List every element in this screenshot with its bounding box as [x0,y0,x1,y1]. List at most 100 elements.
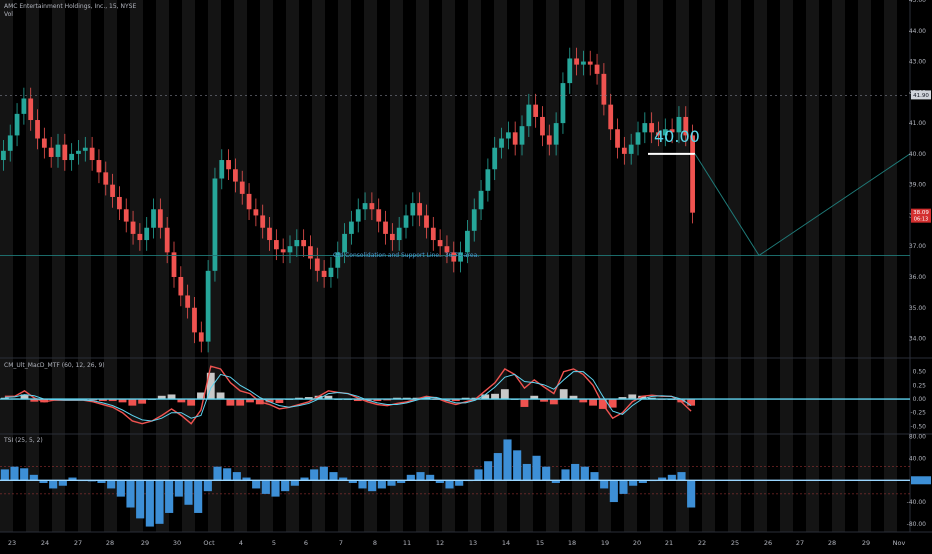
candle-body[interactable] [151,209,156,228]
tsi-bar[interactable] [387,480,396,486]
candle-body[interactable] [267,227,272,241]
candle-body[interactable] [574,58,579,65]
tsi-bar[interactable] [677,472,686,481]
tsi-pane[interactable] [0,439,910,527]
tsi-bar[interactable] [474,469,483,481]
candle-body[interactable] [273,240,279,250]
candle-body[interactable] [117,196,122,210]
candle-body[interactable] [328,267,334,277]
candle-body[interactable] [212,178,218,271]
candle-body[interactable] [369,203,375,210]
tsi-bar[interactable] [155,480,164,524]
candle-body[interactable] [96,160,102,173]
tsi-bar[interactable] [107,480,116,489]
tsi-bar[interactable] [223,468,232,481]
candle-body[interactable] [683,116,689,136]
tsi-bar[interactable] [10,466,19,481]
candle-body[interactable] [349,221,354,234]
candle-body[interactable] [226,160,231,170]
candle-body[interactable] [110,184,115,197]
candle-body[interactable] [301,240,307,247]
candle-body[interactable] [239,181,245,194]
candle-body[interactable] [260,215,266,228]
candle-body[interactable] [410,203,416,216]
tsi-bar[interactable] [136,480,145,519]
candle-body[interactable] [314,258,320,271]
macd-pane[interactable] [0,365,910,425]
candle-body[interactable] [35,120,40,139]
candle-body[interactable] [383,221,388,234]
candle-body[interactable] [28,98,34,121]
candle-body[interactable] [362,203,368,210]
candle-body[interactable] [587,61,593,65]
tsi-bar[interactable] [97,480,106,483]
tsi-bar[interactable] [213,466,222,481]
candle-body[interactable] [642,123,648,133]
tsi-bar[interactable] [252,480,261,489]
candle-body[interactable] [533,104,539,117]
candle-body[interactable] [492,147,498,170]
candle-body[interactable] [144,227,150,241]
tsi-bar[interactable] [20,468,29,481]
tsi-bar[interactable] [68,477,77,481]
candle-body[interactable] [294,240,300,247]
tsi-bar[interactable] [242,477,251,481]
candle-body[interactable] [76,150,81,154]
candle-body[interactable] [635,132,641,145]
candle-body[interactable] [403,215,409,228]
candle-body[interactable] [41,138,47,148]
tsi-bar[interactable] [406,474,415,481]
candle-body[interactable] [519,126,525,145]
candle-body[interactable] [7,135,13,151]
candle-body[interactable] [471,209,477,231]
tsi-bar[interactable] [600,480,609,489]
tsi-bar[interactable] [619,480,628,494]
candle-body[interactable] [308,246,313,259]
candle-body[interactable] [48,147,54,157]
candle-body[interactable] [335,252,341,268]
candle-body[interactable] [608,104,614,130]
tsi-bar[interactable] [629,480,638,486]
tsi-bar[interactable] [203,480,212,492]
tsi-bar[interactable] [116,480,125,497]
tsi-bar[interactable] [484,461,493,481]
tsi-bar[interactable] [435,480,444,483]
tsi-bar[interactable] [522,463,531,481]
candle-body[interactable] [499,138,504,148]
tsi-bar[interactable] [658,477,667,481]
candle-body[interactable] [669,129,675,133]
candle-body[interactable] [103,172,109,185]
candle-body[interactable] [21,98,27,114]
candle-body[interactable] [553,123,559,145]
projection-path[interactable] [694,153,911,257]
candle-body[interactable] [171,252,177,277]
tsi-bar[interactable] [445,480,454,489]
tsi-bar[interactable] [503,439,512,481]
tsi-bar[interactable] [513,450,522,481]
candle-body[interactable] [656,132,661,136]
tsi-bar[interactable] [609,480,618,503]
candle-body[interactable] [69,153,75,161]
candle-body[interactable] [546,135,552,145]
candle-body[interactable] [192,307,197,333]
tsi-bar[interactable] [174,480,183,497]
candle-body[interactable] [246,193,252,210]
candle-body[interactable] [560,83,566,124]
tsi-bar[interactable] [368,480,377,492]
candle-body[interactable] [465,230,470,253]
candle-body[interactable] [485,169,491,191]
candle-body[interactable] [82,147,88,151]
candle-body[interactable] [55,144,61,157]
tsi-bar[interactable] [358,480,367,489]
tsi-bar[interactable] [561,469,570,481]
candle-body[interactable] [219,160,225,179]
candle-body[interactable] [342,233,347,253]
tsi-bar[interactable] [261,480,270,494]
candle-body[interactable] [581,61,586,65]
candle-body[interactable] [458,252,463,262]
tsi-bar[interactable] [416,472,425,481]
candle-body[interactable] [621,147,627,154]
candle-body[interactable] [594,64,600,74]
